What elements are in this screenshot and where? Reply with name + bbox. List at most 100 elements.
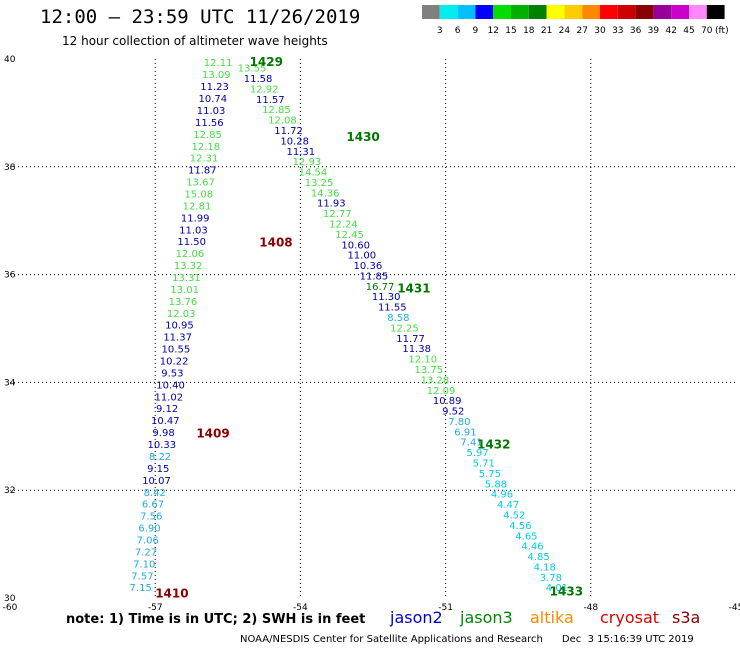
wave-height-label: 14.36 [311, 188, 340, 199]
wave-height-label: 9.53 [161, 368, 183, 379]
wave-height-label: 14.54 [299, 168, 328, 179]
wave-height-label: 12.92 [250, 84, 279, 95]
wave-height-label: 10.28 [280, 136, 309, 147]
wave-height-label: 10.33 [147, 440, 176, 451]
satellite-name: jason2 [390, 608, 443, 627]
wave-height-label: 12.45 [335, 230, 364, 241]
wave-height-label: 11.38 [402, 344, 431, 355]
wave-height-label: 4.46 [521, 542, 543, 553]
wave-height-label: 6.90 [138, 524, 160, 535]
legend-swatch [635, 5, 654, 19]
wave-height-label: 4.56 [509, 521, 531, 532]
wave-height-label: 9.15 [147, 464, 169, 475]
legend-swatch [457, 5, 476, 19]
wave-height-label: 13.31 [172, 273, 201, 284]
y-tick-label: 32 [4, 486, 15, 496]
wave-height-label: 11.03 [197, 106, 226, 117]
wave-height-label: 11.03 [179, 225, 208, 236]
legend-swatch [653, 5, 672, 19]
track-id-label: 1408 [259, 235, 292, 249]
legend-swatch [511, 5, 529, 19]
color-scale-legend: 3 6 9 12 15 18 21 24 27 30 33 36 39 42 45 70 (ft) [422, 5, 729, 36]
legend-swatch [671, 5, 689, 19]
wave-height-label: 7.06 [137, 535, 159, 546]
wave-height-label: 5.88 [485, 479, 507, 490]
legend-label: 27 [576, 26, 587, 36]
wave-height-label: 11.58 [244, 74, 273, 85]
wave-height-label: 11.00 [347, 251, 376, 262]
wave-height-label: 11.99 [181, 213, 210, 224]
wave-height-label: 11.93 [317, 199, 346, 210]
legend-label: 36 [630, 26, 642, 36]
wave-height-label: 11.02 [155, 392, 184, 403]
wave-height-label: 5.97 [467, 448, 489, 459]
satellite-name: altika [530, 608, 574, 627]
satellite-name: s3a [672, 608, 701, 627]
x-tick-label: -48 [583, 603, 598, 613]
wave-height-label: 11.72 [274, 126, 303, 137]
legend-label: 12 [487, 26, 498, 36]
track-id-label: 1429 [250, 55, 283, 69]
footer-note: note: 1) Time is in UTC; 2) SWH is in fe… [66, 612, 366, 627]
legend-label: 24 [559, 26, 571, 36]
legend-swatch [582, 5, 600, 19]
wave-height-label: 9.98 [152, 428, 174, 439]
wave-height-label: 4.47 [497, 500, 519, 511]
wave-height-label: 12.10 [408, 355, 437, 366]
wave-height-label: 13.01 [170, 285, 199, 296]
legend-label: 30 [594, 26, 606, 36]
wave-height-label: 8.58 [387, 313, 409, 324]
x-tick-label: -57 [148, 603, 163, 613]
chart-subtitle: 12 hour collection of altimeter wave hei… [62, 34, 328, 48]
wave-height-label: 4.01 [546, 583, 568, 594]
wave-height-label: 5.75 [479, 469, 501, 480]
wave-height-label: 7.80 [448, 417, 470, 428]
legend-label: 6 [455, 26, 461, 36]
wave-height-label: 15.08 [184, 189, 213, 200]
wave-height-label: 13.76 [169, 297, 198, 308]
wave-height-label: 7.27 [135, 547, 157, 558]
wave-height-label: 10.95 [165, 321, 194, 332]
wave-height-label: 11.57 [256, 95, 285, 106]
wave-height-label: 11.50 [177, 237, 206, 248]
wave-height-label: 6.67 [142, 500, 164, 511]
wave-height-label: 13.75 [415, 365, 444, 376]
wave-height-label: 13.28 [421, 375, 450, 386]
wave-height-label: 10.36 [354, 261, 383, 272]
wave-height-label: 12.81 [183, 201, 212, 212]
x-tick-label: -54 [293, 603, 308, 613]
wave-height-label: 12.03 [167, 309, 196, 320]
wave-height-label: 4.65 [515, 531, 537, 542]
y-tick-label: 40 [4, 55, 16, 65]
legend-swatch [422, 5, 440, 19]
wave-height-label: 4.18 [534, 562, 556, 573]
chart-title: 12:00 – 23:59 UTC 11/26/2019 [40, 6, 361, 28]
y-tick-label: 34 [4, 378, 16, 388]
wave-height-label: 11.77 [396, 334, 425, 345]
wave-height-label: 8.22 [149, 452, 171, 463]
legend-label: 3 [437, 26, 443, 36]
wave-height-label: 12.06 [176, 249, 205, 260]
track-id-label: 1432 [477, 437, 510, 451]
y-tick-label: 36 [4, 271, 16, 281]
wave-height-label: 6.91 [454, 427, 476, 438]
wave-height-label: 12.25 [390, 323, 419, 334]
wave-height-label: 10.47 [151, 416, 180, 427]
wave-height-label: 10.60 [341, 240, 370, 251]
legend-swatch [439, 5, 458, 19]
wave-height-label: 13.25 [305, 178, 334, 189]
wave-height-label: 10.55 [162, 345, 191, 356]
legend-label: 15 [505, 26, 516, 36]
wave-height-label: 12.11 [204, 58, 233, 69]
legend-swatch [475, 5, 494, 19]
wave-height-label: 9.12 [156, 404, 178, 415]
wave-height-label: 16.77 [366, 282, 395, 293]
wave-height-label: 7.41 [460, 438, 482, 449]
x-tick-label: -51 [438, 603, 453, 613]
legend-swatch [600, 5, 618, 19]
wave-height-label: 4.52 [503, 510, 525, 521]
wave-height-label: 13.32 [174, 261, 203, 272]
track-id-label: 1409 [196, 427, 229, 441]
wave-height-label: 10.07 [142, 476, 171, 487]
